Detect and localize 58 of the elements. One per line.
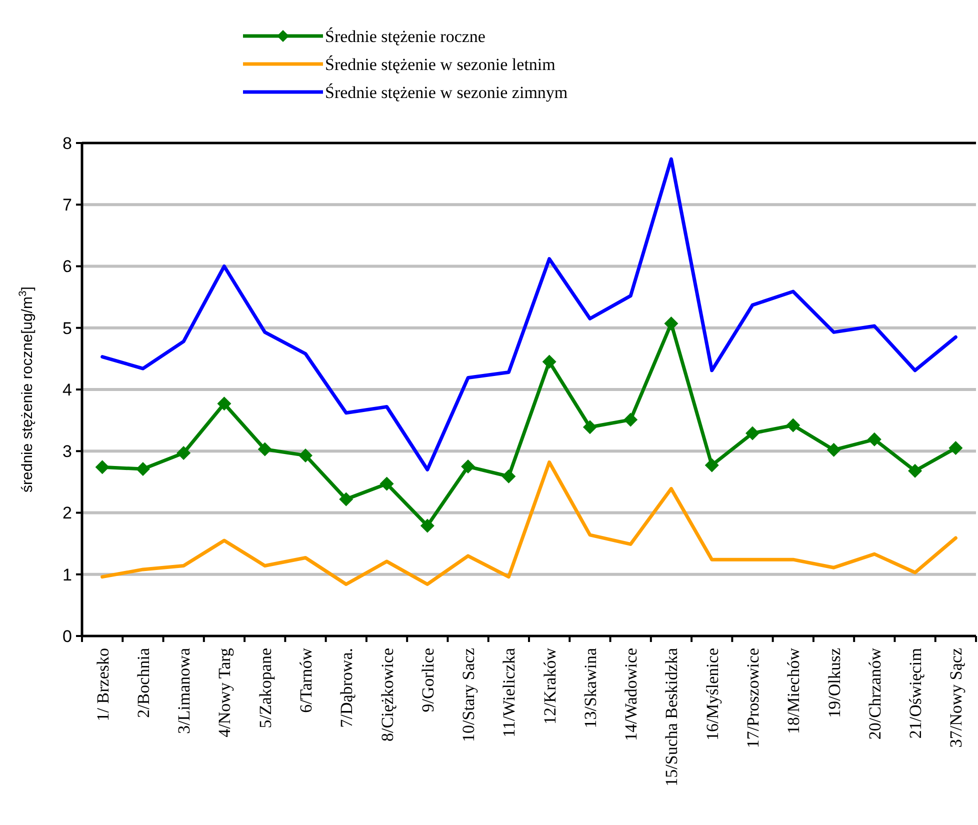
- x-tick-label: 2/Bochnia: [134, 648, 153, 718]
- point: [746, 426, 760, 440]
- y-tick-label: 8: [62, 134, 72, 153]
- point: [95, 460, 110, 474]
- point: [704, 458, 719, 472]
- point: [664, 316, 678, 331]
- line-series: [100, 157, 958, 472]
- y-tick-label: 4: [62, 380, 72, 400]
- x-tick-label: 3/Limanowa: [174, 648, 194, 734]
- point: [867, 432, 882, 446]
- x-tick-label: 20/Chrzanów: [865, 647, 884, 740]
- point: [908, 464, 922, 478]
- x-tick-label: 8/Ciężkowice: [378, 648, 397, 742]
- x-tick-label: 10/Stary Sacz: [459, 648, 478, 742]
- point: [298, 448, 312, 462]
- y-tick-label: 6: [62, 257, 72, 276]
- x-tick-label: 7/Dąbrowa.: [337, 648, 356, 728]
- y-tick-label: 2: [62, 504, 72, 523]
- x-tick-label: 1/ Brzesko: [93, 648, 112, 722]
- x-tick-label: 18/Miechów: [784, 647, 804, 734]
- x-tick-label: 11/Wieliczka: [500, 648, 519, 738]
- x-tick-label: 5/Zakopane: [256, 648, 275, 728]
- y-tick-label: 5: [62, 318, 72, 338]
- x-tick-label: 37/Nowy Sącz: [946, 648, 966, 748]
- point: [948, 441, 963, 456]
- x-tick-label: 6/Tarnów: [296, 647, 316, 713]
- y-tick-label: 1: [62, 565, 72, 584]
- point: [176, 446, 191, 460]
- x-tick-label: 13/Skawina: [580, 648, 600, 728]
- point: [786, 418, 800, 432]
- point: [624, 412, 638, 427]
- legend-label: Średnie stężenie w sezonie letnim: [325, 55, 556, 74]
- x-tick-label: 19/Olkusz: [824, 648, 844, 718]
- legend-label: Średnie stężenie w sezonie zimnym: [325, 83, 568, 102]
- y-tick-label: 3: [62, 442, 72, 462]
- point: [136, 462, 150, 476]
- y-tick-label: 0: [62, 626, 72, 646]
- point: [258, 442, 272, 456]
- point: [420, 518, 434, 533]
- x-tick-label: 21/Oświęcim: [906, 648, 926, 739]
- x-tick-label: 16/Myślenice: [702, 648, 722, 741]
- x-tick-label: 14/Wadowice: [622, 648, 641, 742]
- x-tick-label: 9/Gorlice: [418, 648, 438, 712]
- legend-label: Średnie stężenie roczne: [325, 27, 486, 46]
- point: [826, 442, 841, 457]
- point: [217, 396, 232, 411]
- x-tick-label: 12/Kraków: [540, 647, 560, 724]
- line-series: [100, 460, 958, 586]
- point: [461, 460, 476, 474]
- x-tick-label: 4/Nowy Targ: [215, 648, 234, 738]
- y-tick-label: 7: [62, 196, 72, 215]
- point: [542, 354, 556, 369]
- point: [502, 469, 516, 484]
- point: [582, 420, 597, 434]
- point: [380, 476, 394, 491]
- point: [339, 492, 354, 506]
- x-tick-label: 15/Sucha Beskidzka: [662, 648, 682, 786]
- x-tick-label: 17/Proszowice: [744, 648, 762, 748]
